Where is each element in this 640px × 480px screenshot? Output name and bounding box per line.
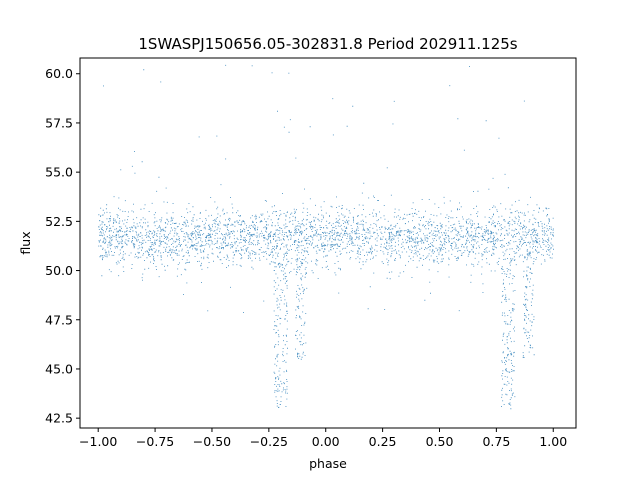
y-tick-label: 42.5	[45, 411, 73, 426]
x-tick-label: 0.75	[482, 434, 510, 449]
x-tick-label: −0.25	[250, 434, 288, 449]
y-axis-label: flux	[18, 231, 33, 254]
x-axis-ticks: −1.00 −0.75 −0.50 −0.25 0.00 0.25 0.50 0.75 1.00	[79, 428, 567, 449]
scatter-points	[98, 64, 555, 410]
y-tick-label: 55.0	[45, 165, 73, 180]
plot-frame	[79, 57, 577, 429]
x-tick-label: −0.75	[136, 434, 174, 449]
x-axis-label: phase	[309, 456, 347, 471]
y-tick-label: 50.0	[45, 263, 73, 278]
y-axis-ticks: 42.5 45.0 47.5 50.0 52.5 55.0 57.5 60.0	[45, 66, 80, 426]
x-tick-label: −0.50	[193, 434, 231, 449]
x-tick-label: 0.25	[369, 434, 397, 449]
scatter-point-cloud	[98, 64, 555, 410]
y-tick-label: 52.5	[45, 214, 73, 229]
x-tick-label: 0.50	[426, 434, 454, 449]
x-tick-label: 0.00	[312, 434, 340, 449]
y-tick-label: 60.0	[45, 66, 73, 81]
y-tick-label: 57.5	[45, 115, 73, 130]
x-tick-label: 1.00	[539, 434, 567, 449]
y-tick-label: 45.0	[45, 361, 73, 376]
x-tick-label: −1.00	[79, 434, 117, 449]
chart-title: 1SWASPJ150656.05-302831.8 Period 202911.…	[138, 35, 517, 53]
y-tick-label: 47.5	[45, 312, 73, 327]
